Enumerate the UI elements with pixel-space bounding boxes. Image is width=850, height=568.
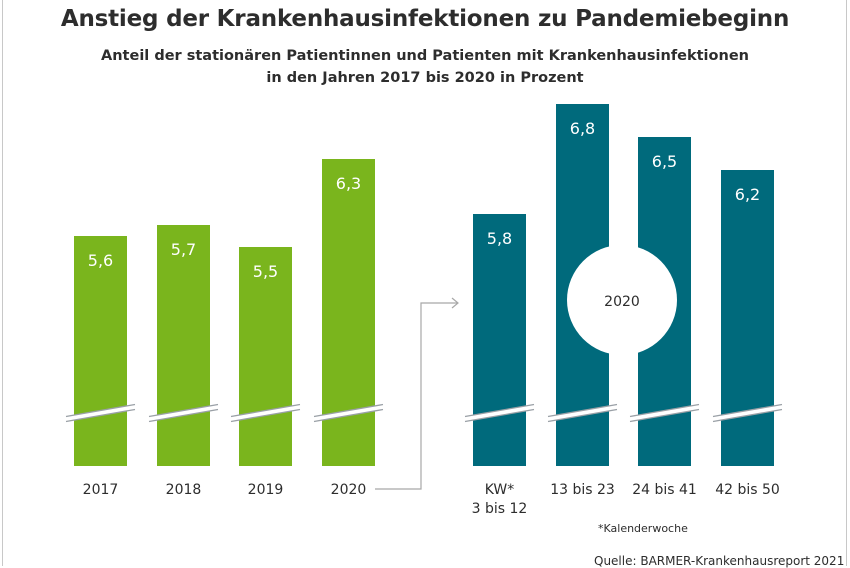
year-circle-label: 2020 — [604, 294, 640, 310]
axis-break-line — [148, 403, 219, 418]
axis-break-mark — [467, 405, 532, 421]
category-label: 24 bis 41 — [632, 482, 697, 498]
source-note: Quelle: BARMER-Krankenhausreport 2021 — [594, 554, 845, 568]
category-label: 2018 — [166, 482, 202, 498]
axis-break-mark — [233, 405, 298, 421]
connector-arrowhead — [451, 297, 459, 309]
bar — [322, 159, 375, 466]
axis-break-line — [629, 403, 700, 418]
data-label: 6,5 — [652, 152, 677, 171]
chart-title: Anstieg der Krankenhausinfektionen zu Pa… — [60, 6, 790, 32]
bar — [473, 214, 526, 466]
year-circle — [567, 245, 677, 355]
data-label: 6,8 — [570, 119, 595, 138]
category-label: 2017 — [83, 482, 119, 498]
bar — [157, 225, 210, 466]
subtitle-line-1: Anteil der stationären Patientinnen und … — [101, 48, 749, 64]
axis-break-line — [547, 403, 618, 418]
category-label: 3 bis 12 — [472, 501, 528, 517]
axis-break-mark — [632, 405, 697, 421]
axis-break-line — [712, 403, 783, 418]
axis-break-line — [230, 403, 301, 418]
data-label: 6,2 — [735, 185, 760, 204]
axis-break-line — [65, 408, 136, 423]
chart-subtitle: Anteil der stationären Patientinnen und … — [0, 45, 850, 89]
data-label: 5,8 — [487, 229, 512, 248]
axis-break-line — [313, 403, 384, 418]
axis-break-mark — [715, 405, 780, 421]
axis-break-mark — [316, 405, 381, 421]
axis-break-line — [65, 403, 136, 418]
axis-break-line — [230, 408, 301, 423]
subtitle-line-2: in den Jahren 2017 bis 2020 in Prozent — [266, 70, 584, 86]
category-label: 2020 — [331, 482, 367, 498]
bar — [721, 170, 774, 466]
axis-break-line — [313, 408, 384, 423]
axis-break-line — [547, 408, 618, 423]
bar — [239, 247, 292, 466]
axis-break-mark — [68, 405, 133, 421]
axis-break-mark — [151, 405, 216, 421]
axis-break-line — [148, 408, 219, 423]
category-label: 13 bis 23 — [550, 482, 615, 498]
category-label: 42 bis 50 — [715, 482, 780, 498]
category-label: KW* — [485, 482, 515, 498]
footnote: *Kalenderwoche — [598, 522, 688, 535]
axis-break-mark — [550, 405, 615, 421]
axis-break-line — [464, 403, 535, 418]
bar — [74, 236, 127, 466]
axis-break-line — [712, 408, 783, 423]
data-label: 5,7 — [171, 240, 196, 259]
data-label: 5,5 — [253, 262, 278, 281]
data-label: 6,3 — [336, 174, 361, 193]
category-label: 2019 — [248, 482, 284, 498]
axis-break-line — [629, 408, 700, 423]
data-label: 5,6 — [88, 251, 113, 270]
connector-line — [375, 302, 458, 490]
axis-break-line — [464, 408, 535, 423]
